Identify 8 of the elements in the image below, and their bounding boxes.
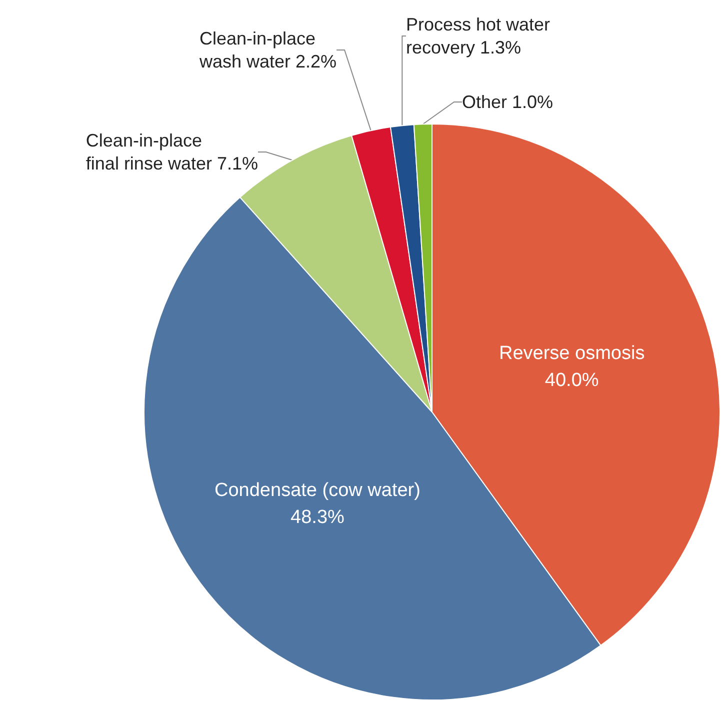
slice-label: Clean-in-place final rinse water 7.1% bbox=[86, 130, 258, 174]
slice-label: Clean-in-place wash water 2.2% bbox=[198, 28, 337, 72]
slice-label: Other 1.0% bbox=[462, 92, 554, 112]
data-label: 40.0% bbox=[544, 370, 599, 391]
slice-label: Reverse osmosis bbox=[499, 342, 645, 364]
slice-label: Condensate (cow water) bbox=[214, 480, 420, 502]
slice-label: Process hot water recovery 1.3% bbox=[406, 14, 550, 58]
data-label: 48.3% bbox=[290, 507, 345, 528]
